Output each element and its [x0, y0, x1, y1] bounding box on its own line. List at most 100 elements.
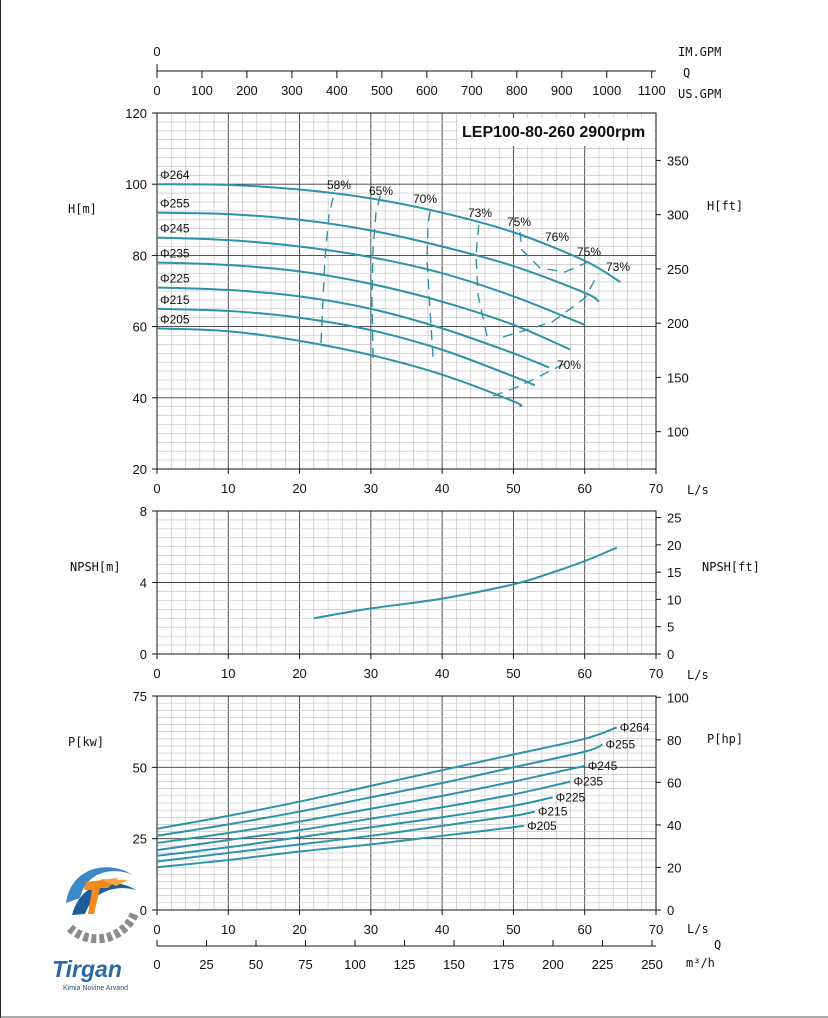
head-curve-7: [156, 327, 523, 408]
npsh-y-label: NPSH[m]: [70, 560, 121, 574]
head-y-tick-label: 120: [125, 106, 147, 121]
power-x-tick-label: 50: [506, 922, 520, 937]
npsh-chart: 0 10 20 30 40 50 60 70 0 4 8 0 5 10 15 20 25 NPSH[m] NPS…: [70, 504, 760, 682]
im-gpm-tick-label: 0: [153, 44, 160, 59]
power-x-tick-label: 60: [577, 922, 591, 937]
power-curve-7: [156, 824, 525, 869]
us-gpm-tick-label: 500: [371, 83, 393, 98]
power-x-tick-label: 40: [435, 922, 449, 937]
m3h-tick-label: 175: [493, 957, 515, 972]
head-y-tick-label: 60: [133, 320, 147, 335]
us-gpm-tick-label: 700: [461, 83, 483, 98]
head-curve-4: [156, 261, 571, 351]
npsh-y2-tick-label: 5: [667, 620, 674, 635]
head-x-tick-label: 70: [649, 481, 663, 496]
npsh-x-tick-label: 70: [649, 666, 663, 681]
npsh-x-tick-label: 10: [221, 666, 235, 681]
m3h-tick-label: 25: [199, 957, 213, 972]
top-flow-scales: IM.GPM Q US.GPM 0 100 200 300 400 500 600 700 80…: [153, 44, 721, 101]
npsh-y2-tick-label: 15: [667, 565, 681, 580]
power-x-tick-label: 70: [649, 922, 663, 937]
npsh-y-tick-label: 0: [140, 647, 147, 662]
npsh-curve-1: [313, 546, 618, 620]
head-y2-label: H[ft]: [707, 199, 743, 213]
efficiency-label: 70%: [557, 358, 581, 372]
npsh-x-label: L/s: [687, 668, 709, 682]
m3h-tick-label: 0: [153, 957, 160, 972]
head-curve-2: [156, 211, 600, 303]
us-gpm-tick-label: 300: [281, 83, 303, 98]
m3h-tick-label: 250: [641, 957, 663, 972]
power-curve-label: Φ225: [556, 790, 586, 804]
power-curve-label: Φ255: [606, 738, 636, 752]
chart-title: LEP100-80-260 2900rpm: [462, 124, 645, 141]
power-y-label: P[kw]: [68, 735, 104, 749]
im-gpm-label: IM.GPM: [678, 45, 721, 59]
gear-wave-icon: [66, 867, 140, 944]
head-curve-label: Φ205: [160, 312, 190, 326]
npsh-x-tick-label: 20: [292, 666, 306, 681]
eff-line-75: [519, 231, 589, 273]
m3h-tick-label: 75: [298, 957, 312, 972]
npsh-x-tick-label: 40: [435, 666, 449, 681]
head-y2-tick-label: 200: [667, 316, 689, 331]
head-curve-label: Φ225: [160, 271, 190, 285]
eff-line-73: [475, 221, 599, 338]
q-label-bottom: Q: [714, 938, 721, 952]
power-y2-tick-label: 60: [667, 775, 681, 790]
m3h-tick-label: 200: [542, 957, 564, 972]
us-gpm-tick-label: 600: [416, 83, 438, 98]
power-x-tick-label: 20: [292, 922, 306, 937]
head-x-tick-label: 50: [506, 481, 520, 496]
head-y2-tick-label: 350: [667, 153, 689, 168]
power-curve-label: Φ235: [573, 775, 603, 789]
power-y-tick-label: 75: [133, 689, 147, 704]
m3h-tick-label: 100: [344, 957, 366, 972]
us-gpm-tick-label: 400: [326, 83, 348, 98]
npsh-y2-tick-label: 10: [667, 592, 681, 607]
power-curve-label: Φ264: [620, 720, 650, 734]
npsh-y2-label: NPSH[ft]: [702, 560, 760, 574]
head-y2-tick-label: 100: [667, 425, 689, 440]
efficiency-label: 58%: [327, 178, 351, 192]
npsh-y-tick-label: 8: [140, 504, 147, 519]
npsh-x-tick-label: 30: [364, 666, 378, 681]
efficiency-label: 75%: [507, 215, 531, 229]
power-y2-tick-label: 20: [667, 860, 681, 875]
m3h-tick-label: 50: [249, 957, 263, 972]
power-curve-label: Φ245: [588, 759, 618, 773]
head-curve-label: Φ255: [160, 197, 190, 211]
company-logo: Tirgan Kimia Novine Arvand: [52, 867, 140, 992]
us-gpm-tick-label: 100: [191, 83, 213, 98]
power-curve-3: [156, 764, 585, 844]
head-curve-6: [156, 307, 536, 387]
us-gpm-tick-label: 900: [551, 83, 573, 98]
head-y-label: H[m]: [68, 202, 97, 216]
power-y2-tick-label: 80: [667, 733, 681, 748]
m3h-tick-label: 150: [443, 957, 465, 972]
power-x-tick-label: 0: [153, 922, 160, 937]
npsh-y2-tick-label: 0: [667, 647, 674, 662]
power-curve-2: [156, 743, 603, 837]
npsh-x-tick-label: 0: [153, 666, 160, 681]
head-curve-label: Φ245: [160, 222, 190, 236]
efficiency-label: 73%: [468, 206, 492, 220]
m3h-label: m³/h: [686, 956, 715, 970]
power-curve-1: [156, 726, 618, 830]
npsh-y2-tick-label: 20: [667, 538, 681, 553]
head-x-tick-label: 30: [364, 481, 378, 496]
head-curve-5: [156, 286, 550, 369]
power-plot-frame: [156, 695, 657, 911]
eff-line-65: [371, 192, 382, 359]
q-label-top: Q: [683, 66, 690, 80]
npsh-y2-tick-label: 25: [667, 511, 681, 526]
us-gpm-tick-label: 1000: [592, 83, 621, 98]
power-y2-tick-label: 0: [667, 903, 674, 918]
head-x-tick-label: 20: [292, 481, 306, 496]
power-y2-tick-label: 100: [667, 690, 689, 705]
head-y2-tick-label: 150: [667, 370, 689, 385]
eff-line-58: [320, 189, 336, 344]
efficiency-label: 75%: [577, 245, 601, 259]
head-y2-tick-label: 300: [667, 208, 689, 223]
power-curve-4: [156, 780, 571, 852]
